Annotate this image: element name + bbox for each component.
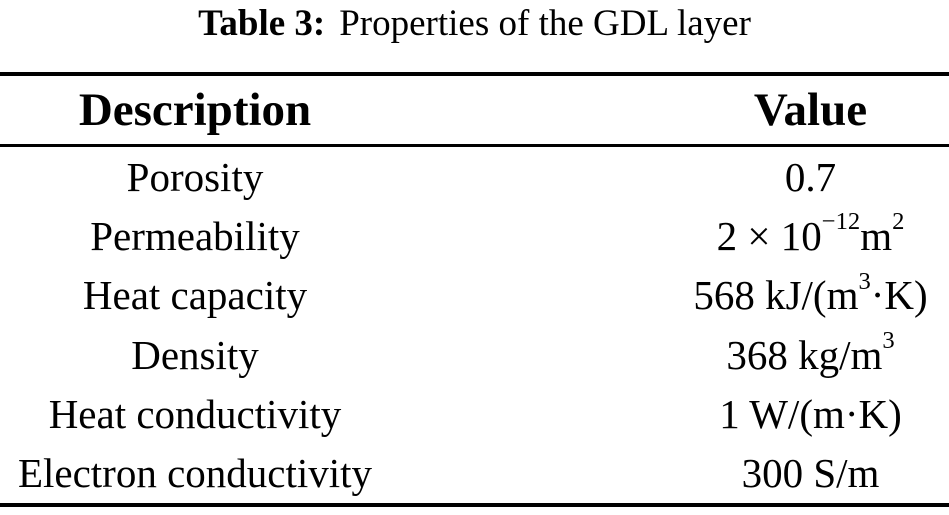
- row-description: Electron conductivity: [17, 450, 373, 497]
- caption-label: Table 3:: [198, 3, 326, 44]
- row-description: Density: [131, 331, 259, 378]
- column-header-description: Description: [78, 84, 312, 136]
- row-value: 568 kJ/(m 3 ·K): [693, 267, 928, 319]
- table-row: Heat capacity 568 kJ/(m 3 ·K): [0, 266, 949, 325]
- table-row: Electron conductivity 300 S/m: [0, 444, 949, 503]
- table-header-row: Description Value: [0, 76, 949, 144]
- row-description: Heat capacity: [82, 272, 308, 319]
- table-bottom-rule: [0, 503, 949, 507]
- row-description: Porosity: [126, 153, 264, 200]
- table-top-rule: [0, 72, 949, 76]
- caption-text: Properties of the GDL layer: [339, 3, 751, 44]
- table-mid-rule: [0, 144, 949, 147]
- table-row: Density 368 kg/m 3: [0, 325, 949, 384]
- table-caption: Table 3: Properties of the GDL layer: [0, 1, 949, 47]
- row-value: 1 W/(m·K): [719, 390, 902, 437]
- row-description: Heat conductivity: [48, 390, 342, 437]
- row-value: 0.7: [784, 153, 837, 200]
- row-description: Permeability: [90, 212, 300, 259]
- column-header-value: Value: [753, 84, 868, 136]
- table-row: Porosity 0.7: [0, 147, 949, 206]
- row-value: 300 S/m: [741, 450, 880, 497]
- table-row: Heat conductivity 1 W/(m·K): [0, 384, 949, 443]
- row-value: 368 kg/m 3: [726, 327, 895, 378]
